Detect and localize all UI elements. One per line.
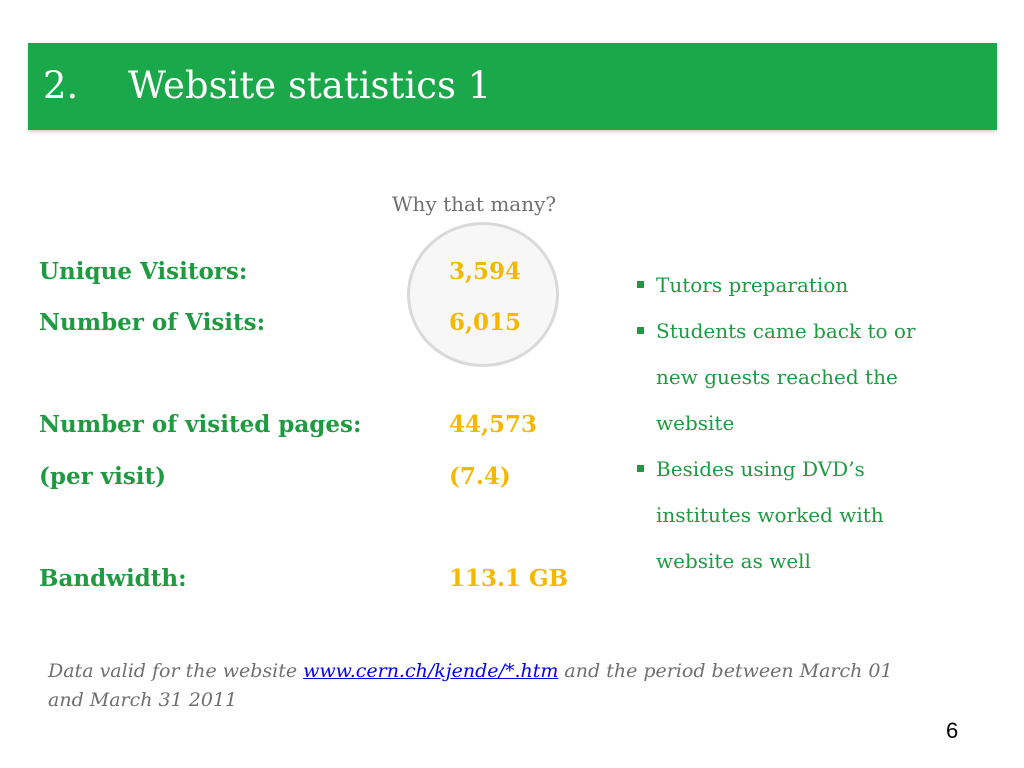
title-bar: 2. Website statistics 1 <box>28 43 997 130</box>
stat-label-visited-pages: Number of visited pages: <box>39 411 362 438</box>
website-link[interactable]: www.cern.ch/kjende/*.htm <box>303 660 559 682</box>
list-item-text: Besides using DVD’s institutes worked wi… <box>656 457 884 573</box>
list-item-text: Tutors preparation <box>656 273 849 297</box>
stat-label-per-visit: (per visit) <box>39 463 167 490</box>
stat-label-unique-visitors: Unique Visitors: <box>39 258 248 285</box>
title-number: 2. <box>43 64 79 107</box>
footnote: Data valid for the website www.cern.ch/k… <box>48 657 908 715</box>
stat-value-visited-pages: 44,573 <box>449 411 538 438</box>
stat-value-unique-visitors: 3,594 <box>449 258 522 285</box>
page-title: Website statistics 1 <box>128 64 492 107</box>
stat-value-visits: 6,015 <box>449 309 522 336</box>
stat-label-bandwidth: Bandwidth: <box>39 565 187 592</box>
square-bullet-icon <box>637 327 644 334</box>
circle-annotation: Why that many? <box>392 192 557 216</box>
list-item: Tutors preparation <box>637 262 957 308</box>
page-number: 6 <box>946 718 959 743</box>
stat-value-per-visit: (7.4) <box>449 463 511 490</box>
square-bullet-icon <box>637 281 644 288</box>
footnote-suffix: and the period between March 01 and Marc… <box>48 660 893 711</box>
highlight-circle <box>407 222 559 367</box>
stat-label-visits: Number of Visits: <box>39 309 266 336</box>
square-bullet-icon <box>637 465 644 472</box>
footnote-prefix: Data valid for the website <box>48 660 304 682</box>
reasons-list: Tutors preparation Students came back to… <box>637 262 957 584</box>
stat-value-bandwidth: 113.1 GB <box>449 565 569 592</box>
list-item: Besides using DVD’s institutes worked wi… <box>637 446 957 584</box>
list-item: Students came back to or new guests reac… <box>637 308 957 446</box>
list-item-text: Students came back to or new guests reac… <box>656 319 916 435</box>
